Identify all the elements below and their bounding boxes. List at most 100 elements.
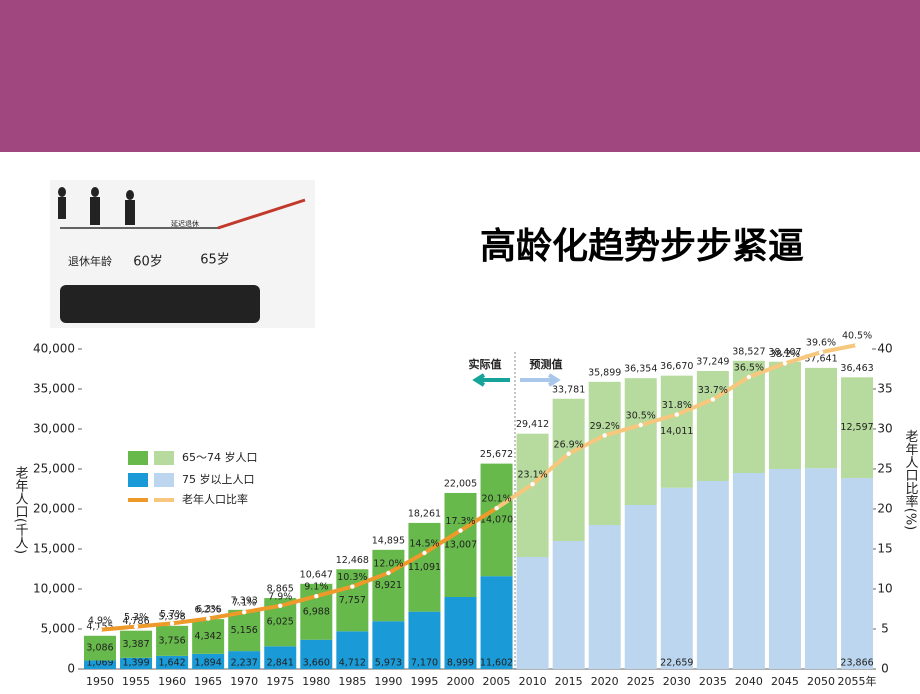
legend-swatch (128, 473, 148, 487)
x-tick-label: 2035 (699, 675, 727, 688)
ratio-label: 4.9% (88, 615, 112, 626)
ratio-point (314, 594, 319, 599)
ratio-line-segment (495, 482, 534, 510)
bar-segment (300, 639, 333, 669)
x-tick-label: 1995 (410, 675, 438, 688)
ratio-point (133, 624, 139, 629)
segment-label: 7,757 (339, 595, 366, 606)
segment-label: 23,866 (840, 658, 873, 669)
ratio-line-segment (748, 361, 786, 379)
ratio-line-segment (711, 375, 750, 402)
bar-segment (696, 371, 729, 481)
legend-swatch (128, 451, 148, 465)
y2-tick-label: 5 (881, 622, 889, 636)
segment-label: 11,602 (480, 658, 513, 669)
ratio-label: 33.7% (698, 385, 728, 396)
delay-label: 延迟退休 (171, 219, 199, 228)
ratio-point (278, 603, 283, 608)
bar-segment (552, 541, 585, 669)
segment-label: 5,156 (231, 625, 258, 636)
ratio-label: 17.3% (445, 516, 475, 527)
legend-label: 老年人口比率 (182, 492, 248, 506)
x-tick-label: 1960 (158, 675, 186, 688)
ratio-line-segment (171, 616, 209, 626)
legend-swatch (154, 451, 174, 465)
ratio-point (746, 374, 752, 380)
ratio-label: 5.3% (124, 612, 148, 623)
ratio-line-segment (676, 397, 714, 417)
ratio-point (818, 350, 824, 355)
ratio-line-segment (99, 624, 137, 632)
bar-segment (120, 657, 153, 669)
bar-segment (516, 433, 549, 557)
ratio-label: 7.9% (268, 591, 292, 602)
total-label: 18,261 (408, 508, 441, 519)
ratio-line-segment (207, 610, 245, 621)
y2-tick-label: 0 (881, 662, 889, 676)
legend-label: 75 岁以上人口 (182, 472, 255, 486)
ratio-line-segment (423, 528, 462, 555)
ratio-label: 5.7% (160, 609, 184, 620)
y-tick-label: 40,000 (33, 342, 75, 356)
total-label: 36,354 (624, 364, 657, 375)
bar-segment (84, 635, 116, 661)
ratio-line-segment (784, 350, 822, 366)
illustration: 延迟退休 退休年龄 60岁 65岁 (50, 180, 315, 328)
bar-segment (841, 478, 874, 669)
ratio-label: 31.8% (662, 400, 692, 411)
ratio-point (242, 610, 247, 615)
segment-label: 3,387 (122, 639, 149, 650)
bar-segment (660, 487, 693, 669)
bar-segment (156, 625, 189, 656)
ratio-label: 29.2% (590, 421, 620, 432)
bar-segment (768, 469, 801, 669)
total-label: 36,463 (840, 363, 873, 374)
forecast-arrow (520, 373, 561, 387)
total-label: 36,670 (660, 361, 693, 372)
segment-label: 13,007 (444, 539, 477, 550)
total-label: 5,398 (158, 611, 185, 622)
bar-segment (336, 631, 369, 669)
ratio-line-segment (640, 412, 678, 427)
ratio-point (530, 482, 535, 487)
age-new: 65岁 (200, 253, 230, 268)
segment-label: 4,712 (339, 658, 366, 669)
segment-label: 3,756 (158, 635, 185, 646)
total-label: 35,899 (588, 367, 621, 378)
ratio-line-segment (604, 423, 642, 438)
ratio-label: 23.1% (518, 470, 548, 481)
bar-segment (192, 619, 225, 654)
ratio-label: 6.3% (196, 604, 220, 615)
ratio-point (350, 584, 355, 589)
y-tick-label: 10,000 (33, 582, 75, 596)
bar-segment (264, 646, 297, 669)
ratio-label: 40.5% (842, 331, 872, 342)
total-label: 4,155 (86, 621, 113, 632)
bar-segment (480, 463, 513, 577)
bar-segment (408, 611, 441, 669)
age-now: 60岁 (133, 255, 163, 270)
y-tick-label: 30,000 (33, 422, 75, 436)
bar-segment (228, 651, 261, 669)
bar-segment (732, 360, 765, 473)
x-tick-label: 2020 (591, 675, 619, 688)
ratio-point (782, 361, 788, 366)
ratio-label: 36.5% (734, 363, 764, 374)
segment-label: 4,342 (195, 631, 222, 642)
ratio-point (638, 422, 643, 428)
total-label: 12,468 (336, 555, 369, 566)
bar-segment (444, 597, 477, 669)
ratio-label: 7.1% (232, 598, 256, 609)
segment-label: 8,921 (375, 580, 402, 591)
x-tick-label: 2005 (483, 675, 511, 688)
x-tick-label: 2010 (519, 675, 547, 688)
bar-segment (336, 569, 369, 632)
y-tick-label: 20,000 (33, 502, 75, 516)
bar-segment (408, 522, 441, 612)
y2-tick-label: 15 (877, 542, 892, 556)
x-tick-label: 2040 (735, 675, 763, 688)
actual-label: 实际值 (469, 357, 502, 371)
segment-label: 8,999 (447, 658, 474, 669)
y-tick-label: 25,000 (33, 462, 75, 476)
